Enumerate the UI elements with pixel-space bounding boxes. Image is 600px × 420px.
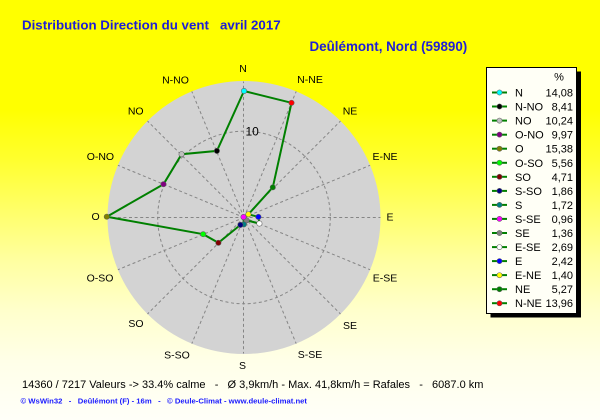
svg-text:5,27: 5,27	[552, 284, 573, 296]
svg-text:0,96: 0,96	[552, 214, 573, 226]
svg-text:1,86: 1,86	[552, 186, 573, 198]
svg-text:N: N	[515, 88, 523, 100]
svg-text:NO: NO	[128, 105, 144, 117]
svg-text:N-NO: N-NO	[515, 102, 544, 114]
svg-text:O-NO: O-NO	[87, 151, 114, 163]
svg-text:N: N	[239, 63, 247, 75]
svg-text:2,42: 2,42	[552, 256, 573, 268]
svg-text:10: 10	[246, 124, 260, 138]
svg-text:S-SO: S-SO	[164, 350, 190, 362]
svg-text:4,71: 4,71	[552, 172, 573, 184]
svg-text:NE: NE	[343, 106, 358, 118]
svg-text:Distribution Direction du vent: Distribution Direction du vent avril 201…	[22, 18, 281, 33]
svg-text:E-SE: E-SE	[373, 273, 398, 285]
svg-text:O: O	[515, 144, 524, 156]
svg-text:N-NE: N-NE	[297, 74, 323, 86]
svg-text:SE: SE	[343, 320, 357, 332]
svg-text:2,69: 2,69	[552, 242, 573, 254]
svg-text:Deûlémont, Nord (59890): Deûlémont, Nord (59890)	[310, 39, 468, 54]
svg-text:O-SO: O-SO	[87, 273, 114, 285]
svg-text:E: E	[386, 212, 393, 224]
svg-text:8,41: 8,41	[552, 102, 573, 114]
svg-text:1,36: 1,36	[552, 228, 573, 240]
svg-text:S: S	[239, 360, 246, 372]
svg-text:%: %	[554, 72, 564, 84]
svg-text:E-NE: E-NE	[515, 270, 541, 282]
svg-text:1,40: 1,40	[552, 270, 573, 282]
svg-text:NE: NE	[515, 284, 530, 296]
svg-text:S-SE: S-SE	[515, 214, 541, 226]
svg-text:E: E	[515, 256, 522, 268]
svg-text:N-NO: N-NO	[162, 75, 189, 87]
svg-text:SO: SO	[515, 172, 531, 184]
svg-text:13,96: 13,96	[545, 298, 573, 310]
svg-text:SO: SO	[128, 318, 143, 330]
svg-text:9,97: 9,97	[552, 130, 573, 142]
svg-text:14360 / 7217 Valeurs -> 33.4%: 14360 / 7217 Valeurs -> 33.4% calme - Ø …	[22, 379, 483, 391]
svg-text:5,56: 5,56	[552, 158, 573, 170]
svg-text:S: S	[515, 200, 522, 212]
svg-text:SE: SE	[515, 228, 530, 240]
svg-text:S-SE: S-SE	[298, 349, 323, 361]
svg-text:E-NE: E-NE	[372, 151, 397, 163]
svg-text:N-NE: N-NE	[515, 298, 542, 310]
svg-text:14,08: 14,08	[545, 88, 573, 100]
svg-text:15,38: 15,38	[545, 144, 573, 156]
svg-text:O-NO: O-NO	[515, 130, 544, 142]
svg-text:O-SO: O-SO	[515, 158, 544, 170]
svg-text:1,72: 1,72	[552, 200, 573, 212]
svg-text:S-SO: S-SO	[515, 186, 542, 198]
svg-text:NO: NO	[515, 116, 532, 128]
svg-text:© WsWin32 - Deûlémont (F): © WsWin32 - Deûlémont (F) - 16m - © Deul…	[21, 397, 308, 406]
svg-text:O: O	[92, 211, 100, 223]
svg-text:10,24: 10,24	[545, 116, 573, 128]
svg-text:E-SE: E-SE	[515, 242, 541, 254]
